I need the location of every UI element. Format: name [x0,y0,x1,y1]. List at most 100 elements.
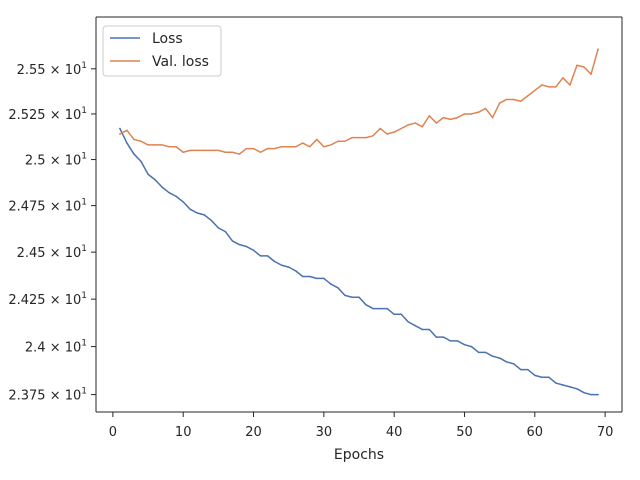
data-point-loss [541,376,543,379]
y-tick-label: 2.45 × 101 [17,244,87,261]
x-tick-label: 60 [527,425,544,440]
data-point-loss [512,363,515,365]
data-point-val-loss [280,146,283,148]
data-point-loss [400,313,402,316]
x-tick-label: 20 [245,425,262,440]
data-point-val-loss [337,140,339,143]
data-point-val-loss [351,136,353,139]
data-point-loss [393,313,395,316]
data-point-val-loss [555,86,557,88]
data-point-val-loss [175,146,177,148]
data-point-val-loss [386,133,388,135]
data-point-val-loss [358,136,360,139]
data-point-loss [358,296,360,298]
data-point-loss [224,230,227,233]
data-point-loss [133,153,135,155]
data-point-val-loss [344,140,346,143]
x-axis-title: Epochs [334,447,384,463]
data-point-val-loss [189,149,191,152]
data-point-val-loss [140,140,142,143]
data-point-val-loss [245,147,248,150]
data-point-loss [534,374,536,377]
x-tick-label: 50 [456,425,473,440]
data-point-val-loss [435,122,438,124]
data-point-loss [372,307,374,310]
data-point-loss [309,275,311,278]
data-point-val-loss [534,89,536,92]
data-point-val-loss [154,144,156,146]
data-point-loss [344,294,346,297]
data-point-loss [470,345,473,348]
data-point-val-loss [301,142,304,144]
data-point-val-loss [393,131,395,133]
data-point-val-loss [231,151,234,153]
series-layer [119,48,599,396]
data-point-loss [477,351,480,354]
data-point-loss [590,393,592,396]
data-point-val-loss [477,111,480,113]
data-point-val-loss [133,138,135,141]
data-point-val-loss [541,84,543,86]
data-point-loss [414,324,417,327]
plot-area [96,17,622,412]
data-point-val-loss [491,116,494,119]
data-point-loss [294,270,297,272]
x-ticks: 0 10 20 30 40 50 60 70 [109,412,614,440]
data-point-val-loss [569,84,571,86]
y-tick-label: 2.55 × 101 [17,61,87,78]
data-point-val-loss [463,113,466,115]
data-point-val-loss [203,149,206,152]
legend-label-loss: Loss [152,31,183,47]
data-point-val-loss [147,144,149,146]
data-point-val-loss [252,147,255,150]
data-point-loss [161,186,163,188]
data-point-loss [569,386,571,388]
data-point-val-loss [287,146,290,148]
data-point-val-loss [182,151,184,153]
data-point-loss [238,243,241,246]
data-point-loss [217,227,220,229]
x-tick-label: 30 [316,425,333,440]
data-point-loss [316,277,318,280]
data-point-val-loss [294,146,297,148]
data-point-loss [583,391,585,394]
data-point-loss [379,307,381,310]
data-point-loss [435,336,438,338]
data-point-val-loss [548,86,550,88]
data-point-loss [562,384,564,386]
data-point-loss [330,283,332,285]
data-point-loss [498,357,501,359]
data-point-val-loss [210,149,213,152]
data-point-loss [182,201,184,203]
data-point-loss [154,179,156,181]
data-point-loss [491,355,494,357]
data-point-val-loss [217,149,220,152]
data-point-loss [168,191,170,194]
y-tick-label: 2.475 × 101 [8,198,87,215]
data-point-val-loss [562,77,564,79]
data-point-loss [231,240,234,242]
y-tick-label: 2.5 × 101 [25,152,87,169]
data-point-loss [597,393,599,396]
data-point-val-loss [512,98,515,101]
data-point-val-loss [484,107,487,110]
data-point-loss [196,212,199,214]
data-point-val-loss [576,64,578,66]
data-point-loss [428,328,431,331]
y-tick-label: 2.425 × 101 [8,291,87,308]
data-point-loss [386,307,388,310]
data-point-loss [351,296,353,298]
data-point-val-loss [519,100,522,103]
data-point-loss [337,287,339,289]
data-point-loss [175,195,177,198]
x-tick-label: 70 [597,425,614,440]
y-tick-label: 2.4 × 101 [25,339,87,356]
data-point-loss [147,173,149,175]
data-point-val-loss [316,138,318,141]
data-point-val-loss [330,144,332,146]
data-point-val-loss [161,144,163,146]
x-tick-label: 0 [109,425,117,440]
data-point-loss [576,388,578,390]
data-point-val-loss [224,151,227,153]
data-point-val-loss [442,116,445,119]
